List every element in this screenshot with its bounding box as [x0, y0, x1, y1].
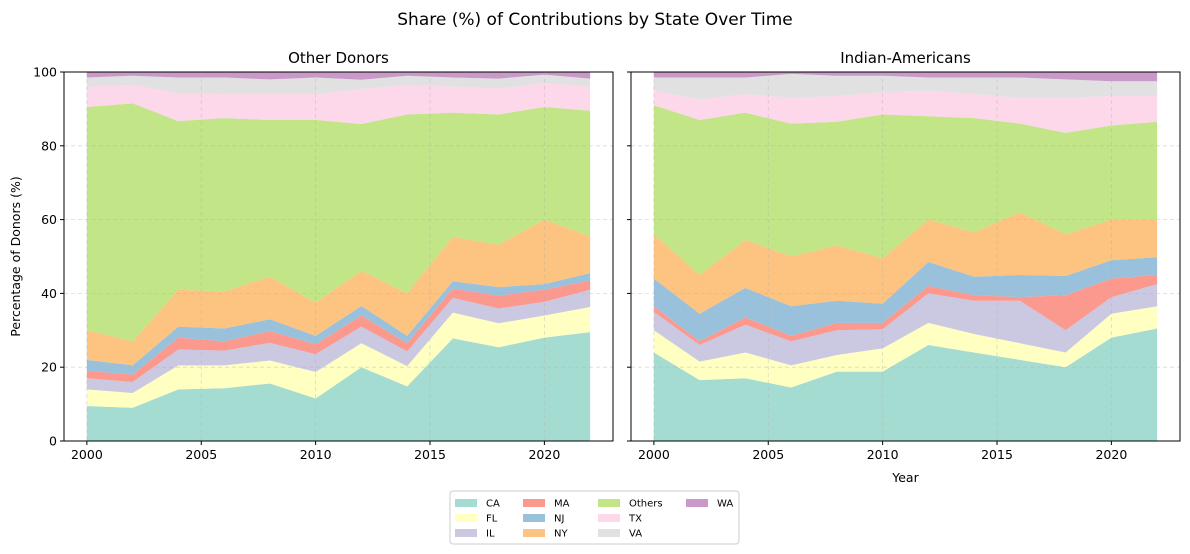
- legend: CA FL IL MA NJ NY Others TX VA WA: [449, 490, 740, 545]
- xtick-label-2005: 2005: [185, 447, 217, 462]
- area-fl-0: [86, 307, 591, 408]
- legend-swatch-ca: [455, 499, 477, 507]
- legend-swatch-ny: [523, 529, 545, 537]
- legend-label-ny: NY: [554, 529, 568, 540]
- xtick-label-2020: 2020: [528, 447, 560, 462]
- plot-frame-0: [63, 71, 614, 442]
- legend-swatch-il: [455, 529, 477, 537]
- plot-frame-1: [630, 71, 1181, 442]
- legend-label-ma: MA: [554, 499, 570, 510]
- y-axis-label: Percentage of Donors (%): [8, 176, 23, 336]
- ytick-label-0: 0: [49, 434, 57, 449]
- xtick-label-2000: 2000: [638, 447, 670, 462]
- xtick-label-2010: 2010: [300, 447, 332, 462]
- area-others-0: [86, 103, 591, 342]
- x-axis-label: Year: [891, 470, 919, 485]
- legend-label-il: IL: [486, 529, 495, 540]
- area-va-1: [653, 73, 1158, 100]
- legend-swatch-others: [598, 499, 620, 507]
- legend-label-va: VA: [629, 529, 642, 540]
- figure-title: Share (%) of Contributions by State Over…: [397, 10, 792, 30]
- panel-1: 2000 2005 2010 2015 2020 Indian-Americans Year: [627, 49, 1181, 485]
- ytick-label-80: 80: [41, 138, 57, 153]
- panel-title-0: Other Donors: [288, 49, 389, 67]
- ytick-label-100: 100: [33, 65, 57, 80]
- ytick-label-20: 20: [41, 360, 57, 375]
- xtick-label-2015: 2015: [414, 447, 446, 462]
- area-nj-0: [86, 273, 591, 375]
- legend-swatch-fl: [455, 514, 477, 522]
- area-ca-0: [86, 332, 591, 441]
- legend-swatch-nj: [523, 514, 545, 522]
- legend-swatch-ma: [523, 499, 545, 507]
- area-nj-1: [653, 257, 1158, 342]
- area-il-1: [653, 284, 1158, 366]
- area-ca-1: [653, 328, 1158, 441]
- area-va-0: [86, 74, 591, 95]
- legend-label-ca: CA: [486, 499, 500, 510]
- panel-title-1: Indian-Americans: [840, 49, 971, 67]
- xtick-label-2005: 2005: [752, 447, 784, 462]
- area-wa-0: [86, 72, 591, 80]
- ytick-label-60: 60: [41, 212, 57, 227]
- area-fl-1: [653, 306, 1158, 388]
- xtick-label-2000: 2000: [71, 447, 103, 462]
- legend-box: [449, 490, 740, 545]
- area-wa-1: [653, 72, 1158, 82]
- legend-label-wa: WA: [717, 499, 733, 510]
- panel-0: 2000 2005 2010 2015 2020 0 20 40 60 80 100 Other Do…: [8, 49, 614, 462]
- ytick-label-40: 40: [41, 286, 57, 301]
- legend-label-fl: FL: [486, 514, 498, 525]
- area-ny-1: [653, 212, 1158, 314]
- legend-label-tx: TX: [628, 514, 642, 525]
- area-others-1: [653, 105, 1158, 275]
- area-ny-0: [86, 219, 591, 366]
- xtick-label-2010: 2010: [867, 447, 899, 462]
- area-il-0: [86, 289, 591, 394]
- legend-label-nj: NJ: [554, 514, 564, 525]
- legend-swatch-tx: [598, 514, 620, 522]
- area-ma-1: [653, 274, 1158, 346]
- area-tx-0: [86, 83, 591, 125]
- area-tx-1: [653, 90, 1158, 133]
- legend-swatch-va: [598, 529, 620, 537]
- legend-swatch-wa: [686, 499, 708, 507]
- xtick-label-2020: 2020: [1095, 447, 1127, 462]
- legend-label-others: Others: [629, 499, 663, 510]
- xtick-label-2015: 2015: [981, 447, 1013, 462]
- area-ma-0: [86, 280, 591, 382]
